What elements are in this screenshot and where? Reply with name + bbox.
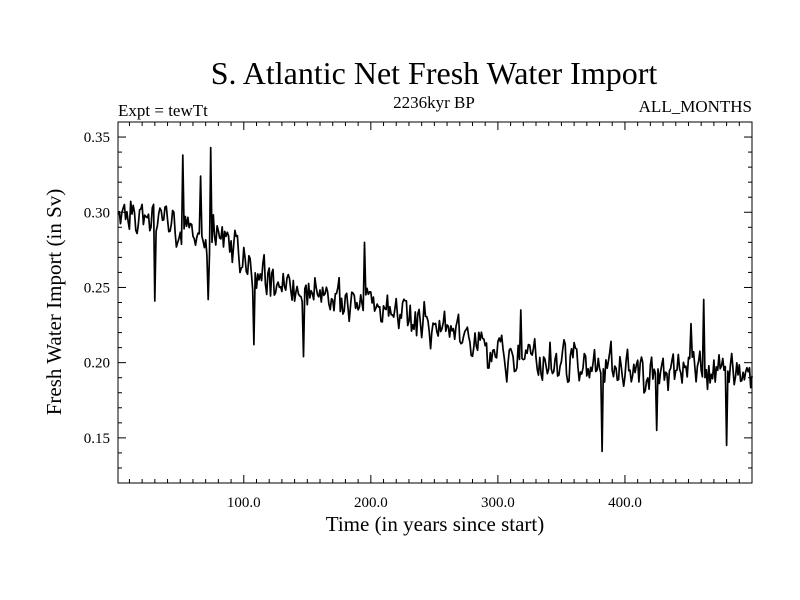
months-label: ALL_MONTHS xyxy=(639,97,752,116)
experiment-label: Expt = tewTt xyxy=(118,101,208,120)
y-tick-label: 0.30 xyxy=(84,205,110,221)
x-tick-labels: 100.0 200.0 300.0 400.0 xyxy=(227,495,642,511)
y-tick-label: 0.15 xyxy=(84,431,110,447)
series-line-fresh-water-import xyxy=(117,146,753,453)
x-tick-label: 200.0 xyxy=(354,495,388,511)
x-tick-label: 400.0 xyxy=(608,495,642,511)
x-tick-label: 300.0 xyxy=(481,495,515,511)
y-tick-label: 0.20 xyxy=(84,356,110,372)
y-tick-labels: 0.15 0.20 0.25 0.30 0.35 xyxy=(84,130,110,447)
x-axis-label: Time (in years since start) xyxy=(326,512,545,536)
period-label: 2236kyr BP xyxy=(393,93,475,112)
y-axis-label: Fresh Water Import (in Sv) xyxy=(42,189,66,416)
axis-ticks xyxy=(118,122,752,483)
y-tick-label: 0.35 xyxy=(84,130,110,146)
y-tick-label: 0.25 xyxy=(84,280,110,296)
chart-title: S. Atlantic Net Fresh Water Import xyxy=(211,55,658,91)
x-tick-label: 100.0 xyxy=(227,495,261,511)
